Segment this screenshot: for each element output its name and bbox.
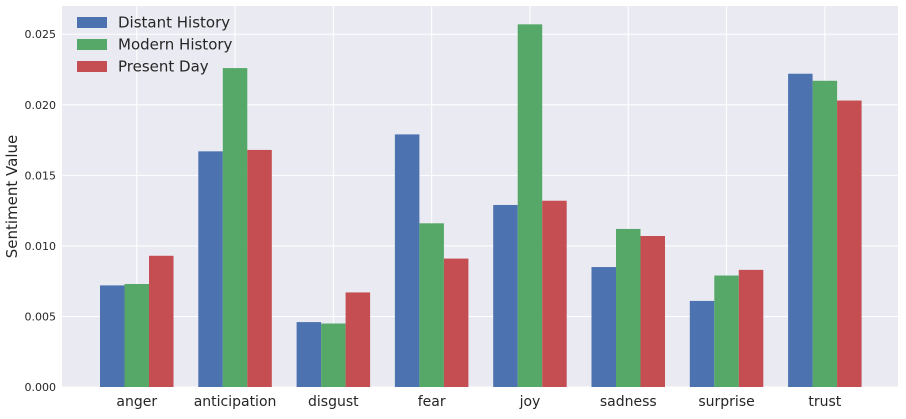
legend: Distant History Modern History Present Day (77, 14, 233, 76)
bar-anger-distant-history (100, 285, 125, 387)
y-tick-label: 0.005 (25, 310, 57, 323)
bar-sadness-present-day (640, 236, 665, 387)
bar-fear-modern-history (419, 223, 444, 387)
y-tick-label: 0.020 (25, 99, 57, 112)
y-axis-ticks: 0.000 0.005 0.010 0.015 0.020 0.025 (25, 28, 57, 394)
bar-joy-present-day (542, 200, 567, 387)
bar-trust-distant-history (788, 73, 813, 387)
legend-swatch-present-day (77, 61, 107, 72)
x-tick-label-sadness: sadness (600, 394, 657, 410)
bar-anticipation-modern-history (222, 68, 248, 387)
bar-surprise-present-day (738, 269, 764, 387)
legend-label-present-day: Present Day (118, 58, 209, 76)
bar-sadness-modern-history (616, 228, 641, 387)
x-axis-ticks: anger anticipation disgust fear joy sadness su… (116, 394, 841, 410)
y-tick-label: 0.000 (25, 381, 57, 394)
bar-fear-present-day (443, 258, 469, 387)
bar-anger-present-day (149, 255, 174, 387)
x-tick-label-disgust: disgust (308, 394, 359, 410)
bar-disgust-modern-history (321, 323, 346, 387)
bar-trust-modern-history (812, 80, 838, 388)
x-tick-label-anticipation: anticipation (194, 394, 277, 410)
y-tick-label: 0.015 (25, 169, 57, 182)
x-tick-label-surprise: surprise (698, 394, 754, 410)
bar-disgust-distant-history (296, 322, 322, 387)
x-tick-label-anger: anger (116, 394, 157, 410)
bar-anger-modern-history (124, 283, 149, 387)
bar-fear-distant-history (394, 134, 420, 387)
bar-disgust-present-day (345, 292, 371, 387)
bar-joy-modern-history (517, 24, 543, 387)
x-tick-label-fear: fear (418, 394, 446, 410)
bar-surprise-modern-history (714, 275, 739, 387)
bar-anticipation-distant-history (198, 151, 223, 387)
bar-anticipation-present-day (247, 149, 272, 387)
bar-sadness-distant-history (591, 267, 616, 387)
bar-joy-distant-history (493, 204, 518, 387)
y-tick-label: 0.025 (25, 28, 57, 41)
x-tick-label-trust: trust (808, 394, 841, 410)
bar-surprise-distant-history (689, 300, 715, 387)
legend-label-modern-history: Modern History (118, 36, 233, 54)
bar-trust-present-day (837, 100, 862, 388)
legend-swatch-distant-history (77, 17, 107, 28)
x-tick-label-joy: joy (519, 394, 541, 410)
bars (100, 24, 862, 388)
y-tick-label: 0.010 (25, 240, 57, 253)
legend-swatch-modern-history (77, 39, 107, 50)
y-axis-label: Sentiment Value (3, 135, 21, 259)
legend-label-distant-history: Distant History (118, 14, 230, 32)
